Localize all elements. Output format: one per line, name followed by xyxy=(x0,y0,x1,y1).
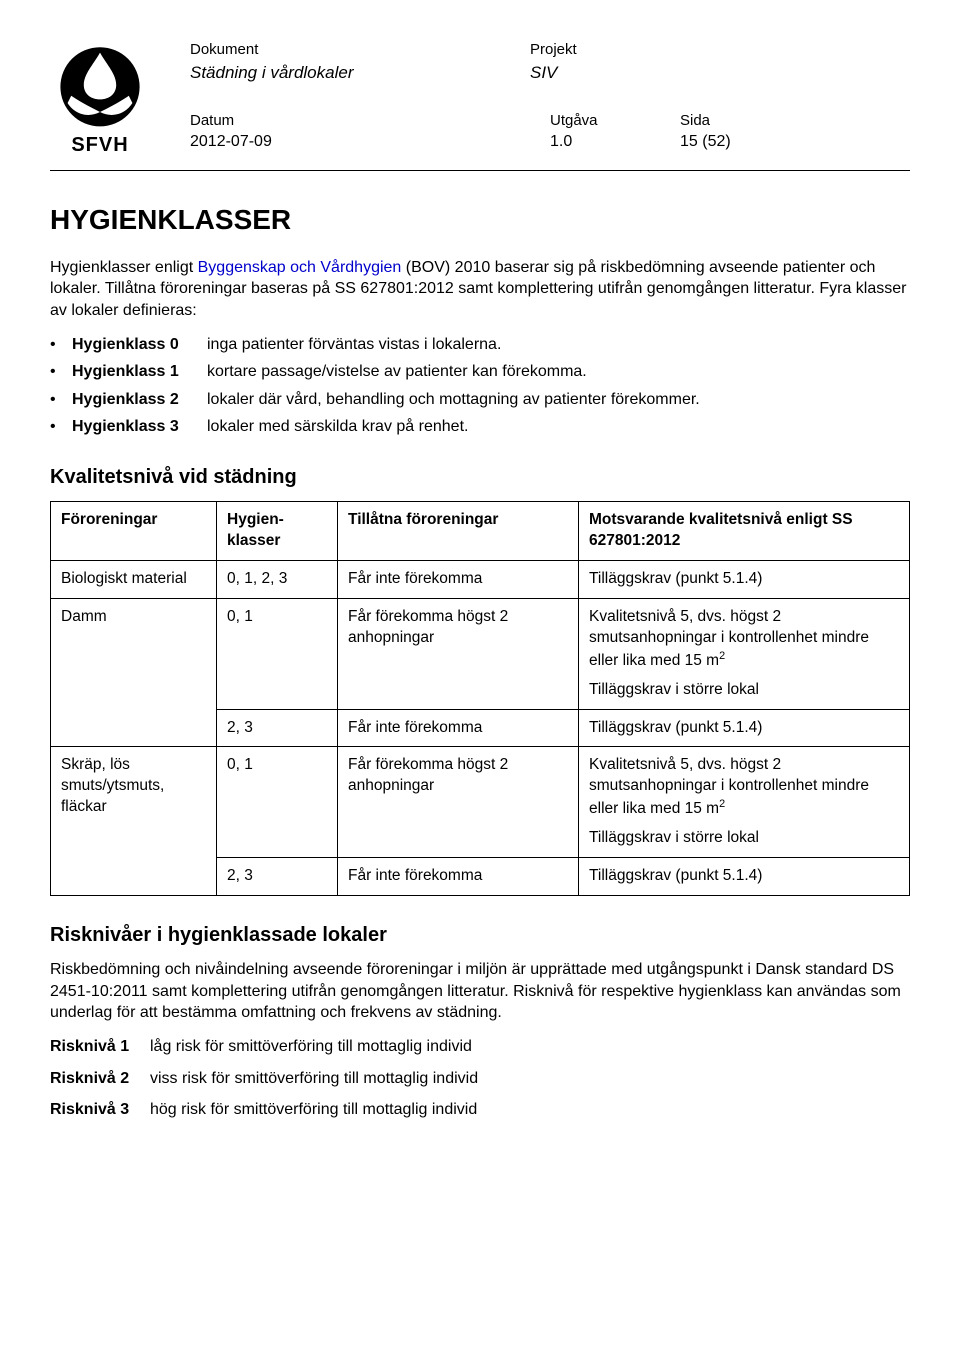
list-item: Risknivå 3hög risk för smittöverföring t… xyxy=(50,1099,910,1121)
td: Kvalitetsnivå 5, dvs. högst 2 smutsanhop… xyxy=(579,747,910,858)
td: Får förekomma högst 2 anhopningar xyxy=(338,747,579,858)
td: 2, 3 xyxy=(217,709,338,747)
sfvh-logo: SFVH xyxy=(50,40,150,160)
date-value: 2012-07-09 xyxy=(190,131,490,153)
logo-block: SFVH xyxy=(50,40,190,160)
list-item: Risknivå 2viss risk för smittöverföring … xyxy=(50,1068,910,1090)
td: Får inte förekomma xyxy=(338,560,579,598)
table-row: Damm0, 1Får förekomma högst 2 anhopninga… xyxy=(51,598,910,709)
doc-header: SFVH Dokument Städning i vårdlokaler Pro… xyxy=(50,40,910,160)
list-item: Hygienklass 3lokaler med särskilda krav … xyxy=(50,416,910,438)
list-item: Hygienklass 2lokaler där vård, behandlin… xyxy=(50,389,910,411)
kvalitet-table: Föroreningar Hygien-klasser Tillåtna för… xyxy=(50,501,910,896)
th: Föroreningar xyxy=(51,501,217,560)
risk-desc: viss risk för smittöverföring till motta… xyxy=(150,1070,478,1087)
intro-text-1: Hygienklasser enligt xyxy=(50,259,198,276)
page-label: Sida xyxy=(680,111,731,131)
klass-desc: lokaler där vård, behandling och mottagn… xyxy=(207,389,700,411)
td: Får inte förekomma xyxy=(338,858,579,896)
date-label: Datum xyxy=(190,111,490,131)
edition-value: 1.0 xyxy=(550,131,640,153)
header-meta: Dokument Städning i vårdlokaler Projekt … xyxy=(190,40,910,153)
td: 2, 3 xyxy=(217,858,338,896)
td: Kvalitetsnivå 5, dvs. högst 2 smutsanhop… xyxy=(579,598,910,709)
th: Hygien-klasser xyxy=(217,501,338,560)
logo-text: SFVH xyxy=(71,132,128,159)
page-title: HYGIENKLASSER xyxy=(50,201,910,239)
hygienklass-list: Hygienklass 0inga patienter förväntas vi… xyxy=(50,334,910,438)
td: Biologiskt material xyxy=(51,560,217,598)
klass-name: Hygienklass 3 xyxy=(72,416,207,438)
td: Damm xyxy=(51,598,217,747)
proj-label: Projekt xyxy=(530,40,577,60)
list-item: Hygienklass 1kortare passage/vistelse av… xyxy=(50,361,910,383)
td: Skräp, lös smuts/ytsmuts, fläckar xyxy=(51,747,217,896)
doc-label: Dokument xyxy=(190,40,490,60)
risk-name: Risknivå 3 xyxy=(50,1099,150,1121)
intro-paragraph: Hygienklasser enligt Byggenskap och Vård… xyxy=(50,257,910,322)
kvalitet-heading: Kvalitetsnivå vid städning xyxy=(50,464,910,491)
td: 0, 1, 2, 3 xyxy=(217,560,338,598)
td: Tilläggskrav (punkt 5.1.4) xyxy=(579,709,910,747)
klass-desc: lokaler med särskilda krav på renhet. xyxy=(207,416,468,438)
table-row: Biologiskt material0, 1, 2, 3Får inte fö… xyxy=(51,560,910,598)
th: Tillåtna föroreningar xyxy=(338,501,579,560)
table-header-row: Föroreningar Hygien-klasser Tillåtna för… xyxy=(51,501,910,560)
td: 0, 1 xyxy=(217,598,338,709)
risk-list: Risknivå 1låg risk för smittöverföring t… xyxy=(50,1036,910,1121)
bov-link[interactable]: Byggenskap och Vårdhygien xyxy=(198,259,402,276)
td: Tilläggskrav (punkt 5.1.4) xyxy=(579,858,910,896)
risk-heading: Risknivåer i hygienklassade lokaler xyxy=(50,922,910,949)
td: Tilläggskrav (punkt 5.1.4) xyxy=(579,560,910,598)
klass-desc: kortare passage/vistelse av patienter ka… xyxy=(207,361,587,383)
edition-label: Utgåva xyxy=(550,111,640,131)
risk-desc: hög risk för smittöverföring till mottag… xyxy=(150,1101,477,1118)
risk-name: Risknivå 1 xyxy=(50,1036,150,1058)
klass-name: Hygienklass 1 xyxy=(72,361,207,383)
page-value: 15 (52) xyxy=(680,131,731,153)
doc-value: Städning i vårdlokaler xyxy=(190,60,490,85)
hands-drop-icon xyxy=(55,40,145,130)
td: 0, 1 xyxy=(217,747,338,858)
klass-desc: inga patienter förväntas vistas i lokale… xyxy=(207,334,501,356)
list-item: Risknivå 1låg risk för smittöverföring t… xyxy=(50,1036,910,1058)
risk-intro: Riskbedömning och nivåindelning avseende… xyxy=(50,959,910,1024)
td: Får förekomma högst 2 anhopningar xyxy=(338,598,579,709)
table-row: Skräp, lös smuts/ytsmuts, fläckar0, 1Får… xyxy=(51,747,910,858)
klass-name: Hygienklass 0 xyxy=(72,334,207,356)
th: Motsvarande kvalitetsnivå enligt SS 6278… xyxy=(579,501,910,560)
td: Får inte förekomma xyxy=(338,709,579,747)
risk-name: Risknivå 2 xyxy=(50,1068,150,1090)
klass-name: Hygienklass 2 xyxy=(72,389,207,411)
header-divider xyxy=(50,170,910,171)
proj-value: SIV xyxy=(530,60,577,85)
risk-desc: låg risk för smittöverföring till mottag… xyxy=(150,1038,472,1055)
list-item: Hygienklass 0inga patienter förväntas vi… xyxy=(50,334,910,356)
